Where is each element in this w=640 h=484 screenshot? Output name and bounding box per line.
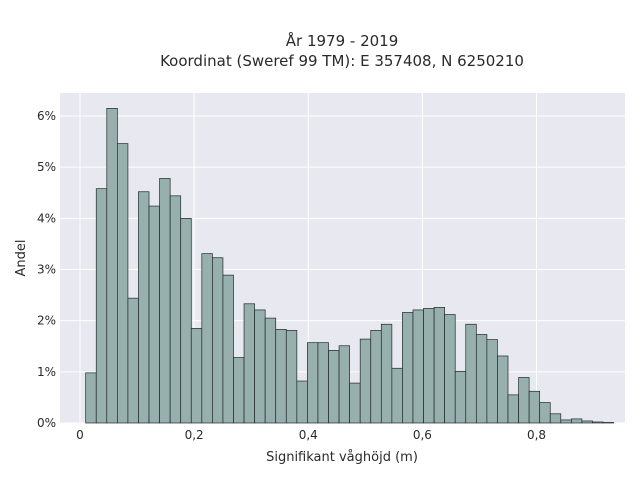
histogram-bar-25 <box>349 382 361 424</box>
histogram-bar-31 <box>412 309 424 424</box>
histogram-bar-36 <box>465 323 477 424</box>
histogram-bar-13 <box>222 274 234 424</box>
histogram-bar-1 <box>95 188 108 424</box>
histogram-bar-14 <box>233 357 245 424</box>
y-tick-label-2: 2% <box>37 314 56 328</box>
y-tick-label-0: 0% <box>37 416 56 430</box>
histogram-bar-40 <box>507 394 519 424</box>
histogram-bar-0 <box>85 372 97 424</box>
histogram-bar-17 <box>264 317 277 424</box>
x-axis-ticks: 0 0,2 0,4 0,6 0,8 <box>76 428 546 442</box>
histogram-bar-45 <box>560 419 572 424</box>
histogram-bar-48 <box>592 421 604 424</box>
bars-group <box>85 107 614 424</box>
histogram-bar-18 <box>275 329 287 424</box>
x-tick-label-4: 0,8 <box>527 428 546 442</box>
chart-title-line-1: År 1979 - 2019 <box>286 31 399 50</box>
histogram-bar-35 <box>454 370 467 424</box>
histogram-bar-5 <box>138 191 150 424</box>
y-tick-label-1: 1% <box>37 365 56 379</box>
y-axis-label: Andel <box>14 240 29 277</box>
x-tick-label-3: 0,6 <box>413 428 432 442</box>
x-tick-label-1: 0,2 <box>185 428 204 442</box>
histogram-bar-19 <box>285 330 298 424</box>
histogram-bar-8 <box>169 195 182 424</box>
histogram-bar-33 <box>433 307 446 424</box>
histogram-bar-7 <box>159 178 171 424</box>
histogram-bar-26 <box>359 338 372 424</box>
histogram-bar-10 <box>190 327 203 424</box>
histogram-bar-32 <box>423 308 435 424</box>
histogram-bar-38 <box>486 339 498 424</box>
y-tick-label-6: 6% <box>37 109 56 123</box>
histogram-bar-3 <box>117 143 129 424</box>
histogram-bar-47 <box>581 420 593 424</box>
y-axis-ticks: 0% 1% 2% 3% 4% 5% 6% <box>37 109 56 430</box>
histogram-bar-24 <box>338 345 350 424</box>
histogram-bar-42 <box>528 390 541 424</box>
histogram-bar-20 <box>296 380 308 424</box>
histogram-bar-9 <box>180 217 192 424</box>
x-tick-label-0: 0 <box>76 428 84 442</box>
histogram-bar-22 <box>317 342 329 424</box>
histogram-bar-27 <box>370 330 382 424</box>
histogram-bar-12 <box>212 257 224 424</box>
histogram-bar-6 <box>148 205 160 424</box>
histogram-bar-2 <box>106 107 118 424</box>
histogram-bar-11 <box>201 253 213 424</box>
histogram-bar-44 <box>549 413 562 424</box>
histogram-bar-41 <box>518 377 530 424</box>
histogram-bar-30 <box>402 312 414 424</box>
histogram-bar-39 <box>497 355 509 424</box>
y-tick-label-3: 3% <box>37 263 56 277</box>
histogram-bar-46 <box>571 418 583 424</box>
histogram-bar-16 <box>254 309 266 424</box>
histogram-bar-23 <box>328 349 340 424</box>
histogram-bar-4 <box>127 297 139 424</box>
histogram-bar-37 <box>475 334 488 424</box>
histogram-bar-29 <box>391 367 403 424</box>
histogram-bar-49 <box>602 422 614 424</box>
chart-title-line-2: Koordinat (Sweref 99 TM): E 357408, N 62… <box>160 52 524 70</box>
histogram-bar-15 <box>243 303 255 424</box>
x-tick-label-2: 0,4 <box>299 428 318 442</box>
histogram-bar-34 <box>444 314 456 424</box>
histogram-bar-28 <box>380 323 393 424</box>
y-tick-label-5: 5% <box>37 160 56 174</box>
histogram-bar-43 <box>539 402 551 424</box>
y-tick-label-4: 4% <box>37 211 56 225</box>
histogram-bar-21 <box>307 342 319 424</box>
x-axis-label: Signifikant våghöjd (m) <box>266 450 418 465</box>
